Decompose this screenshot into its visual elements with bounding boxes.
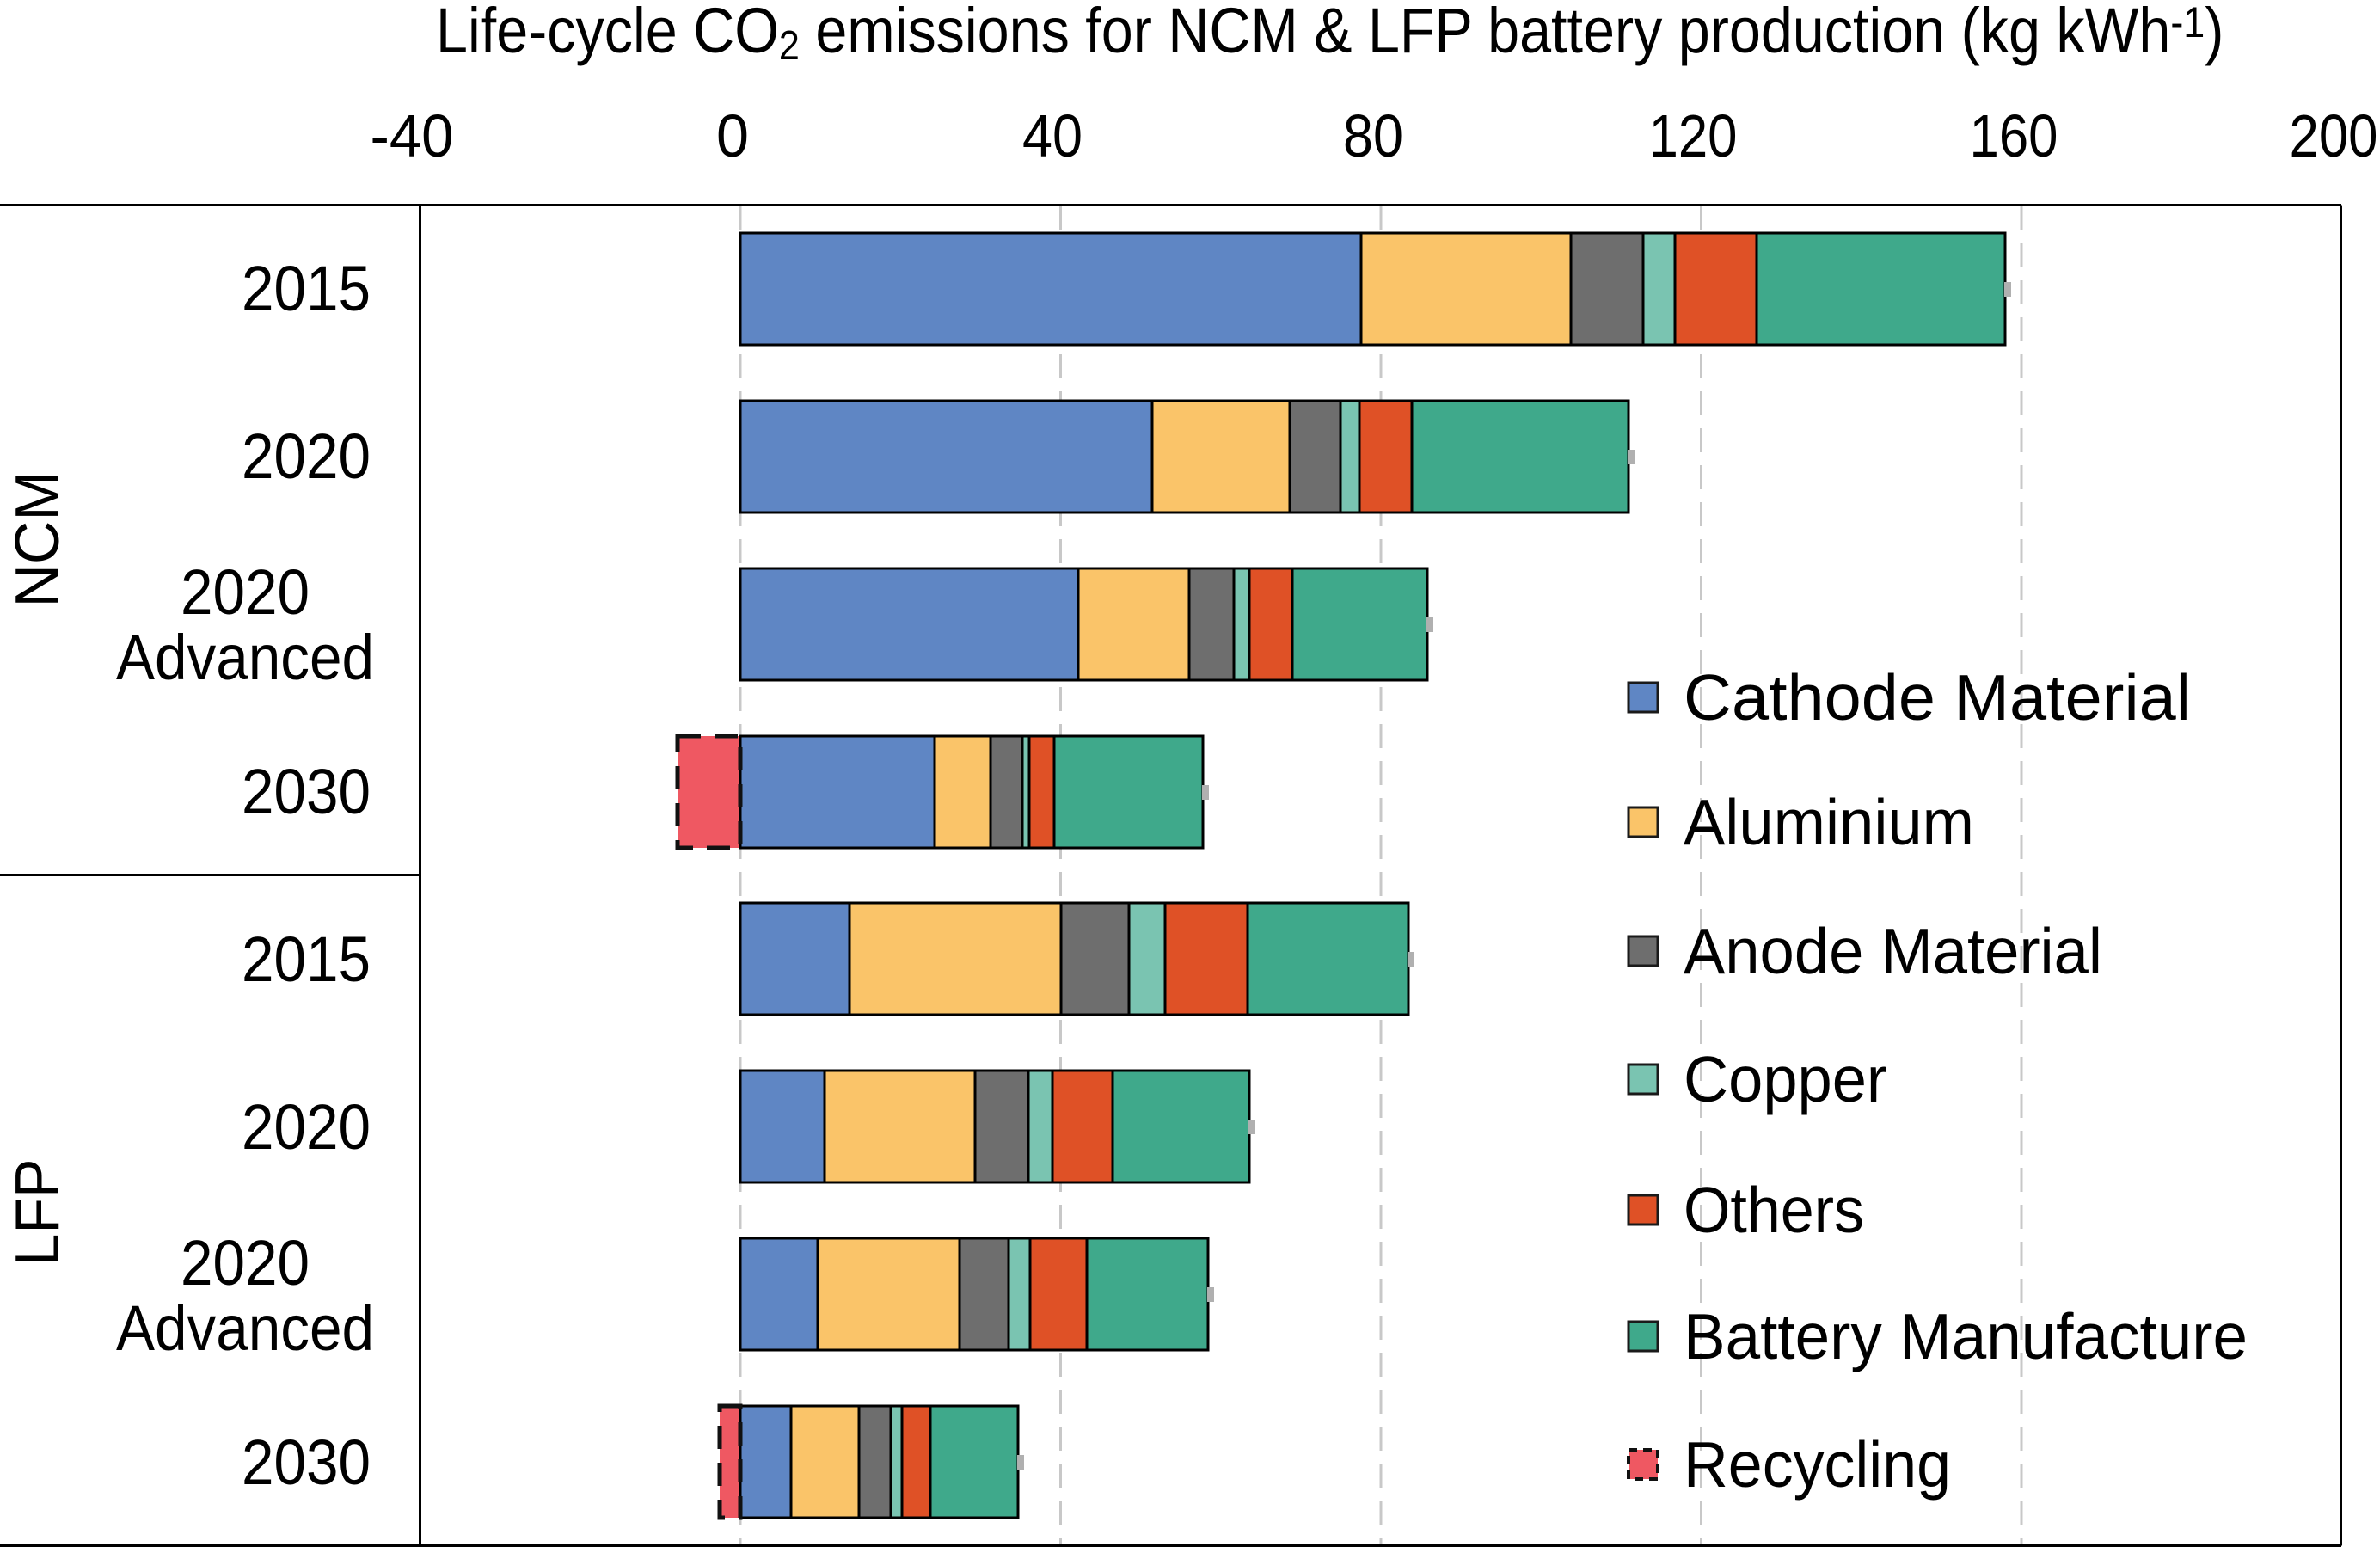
svg-text:Advanced: Advanced	[116, 1292, 374, 1364]
svg-text:2020: 2020	[181, 1227, 310, 1298]
svg-text:40: 40	[1022, 102, 1083, 169]
svg-text:NCM: NCM	[3, 471, 72, 608]
svg-text:200: 200	[2290, 102, 2378, 169]
svg-text:Copper: Copper	[1684, 1043, 1887, 1115]
svg-text:2015: 2015	[242, 253, 371, 324]
svg-text:0: 0	[716, 102, 749, 169]
svg-text:Aluminium: Aluminium	[1684, 786, 1974, 858]
svg-text:Others: Others	[1684, 1174, 1864, 1246]
svg-text:-40: -40	[371, 102, 454, 169]
svg-text:2030: 2030	[242, 1427, 371, 1498]
svg-text:Cathode Material: Cathode Material	[1684, 661, 2191, 734]
svg-text:80: 80	[1343, 102, 1403, 169]
svg-text:2020: 2020	[242, 420, 371, 492]
svg-text:Battery Manufacture: Battery Manufacture	[1684, 1300, 2248, 1372]
svg-text:LFP: LFP	[3, 1159, 72, 1267]
svg-text:2020: 2020	[242, 1091, 371, 1163]
svg-text:Anode Material: Anode Material	[1684, 915, 2102, 987]
svg-text:2030: 2030	[242, 756, 371, 827]
svg-text:Life-cycle CO2 emissions for N: Life-cycle CO2 emissions for NCM & LFP b…	[436, 0, 2224, 69]
svg-text:160: 160	[1970, 102, 2058, 169]
svg-text:Advanced: Advanced	[116, 622, 374, 693]
svg-text:Recycling: Recycling	[1684, 1428, 1951, 1501]
svg-text:120: 120	[1649, 102, 1738, 169]
svg-text:2015: 2015	[242, 924, 371, 995]
svg-text:2020: 2020	[181, 556, 310, 628]
